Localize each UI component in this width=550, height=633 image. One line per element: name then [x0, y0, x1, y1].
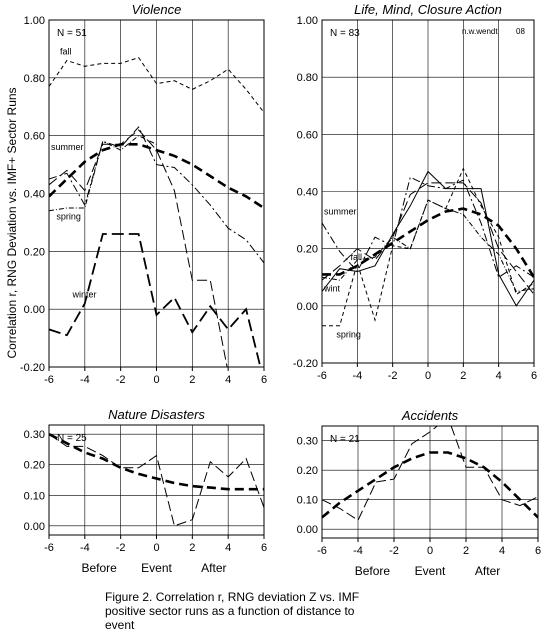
- y-tick-label: 0.80: [24, 73, 45, 85]
- series-line-0: [49, 433, 264, 527]
- x-tick-label: 0: [425, 370, 431, 382]
- sample-size-label: N = 51: [57, 28, 87, 39]
- series-annotation: wint: [323, 284, 341, 294]
- y-tick-label: 0.20: [297, 244, 318, 256]
- series-annotation: spring: [56, 212, 81, 222]
- y-tick-label: -0.20: [20, 362, 45, 374]
- x-tick-label: 4: [499, 545, 505, 557]
- x-tick-label: -4: [353, 545, 363, 557]
- x-tick-label: 2: [189, 374, 195, 386]
- x-axis-label-before: Before: [355, 564, 391, 578]
- sample-size-label: N = 83: [330, 28, 360, 39]
- x-tick-label: 6: [535, 545, 541, 557]
- y-tick-label: -0.20: [293, 358, 318, 370]
- x-tick-label: 4: [496, 370, 502, 382]
- x-tick-label: 4: [225, 374, 231, 386]
- chart-panel-accidents: -6 -4 -2 0 2 4 6 0.00 0.10 0.20 0.30 Accidents N = 2…: [297, 408, 541, 578]
- chart-title: Violence: [132, 2, 182, 17]
- x-tick-label: 6: [261, 542, 267, 554]
- x-tick-label: 2: [463, 545, 469, 557]
- x-axis-label-event: Event: [141, 561, 172, 575]
- x-tick-label: 6: [531, 370, 537, 382]
- y-tick-label: 0.20: [24, 246, 45, 258]
- chart-panel-life: -6 -4 -2 0 2 4 6 -0.20 0.00 0.20 0.40 0.60 0.80 1.00 L…: [293, 2, 537, 382]
- series-line-2: [49, 129, 228, 367]
- x-tick-label: -2: [116, 542, 126, 554]
- x-tick-label: 4: [225, 542, 231, 554]
- series-line-1: [49, 126, 264, 264]
- fit-curve-line: [49, 143, 264, 210]
- y-tick-label: 0.30: [24, 429, 45, 441]
- x-tick-label: -2: [116, 374, 126, 386]
- y-tick-label: 1.00: [297, 15, 318, 27]
- sample-size-label: N = 21: [330, 434, 360, 445]
- chart-panel-disasters: -6 -4 -2 0 2 4 6 0.00 0.10 0.20 0.30 Nature Disaste…: [24, 407, 267, 575]
- x-tick-label: 2: [460, 370, 466, 382]
- sample-size-label: N = 25: [57, 433, 87, 444]
- x-tick-label: -4: [80, 542, 90, 554]
- series-annotation: spring: [336, 329, 361, 339]
- x-tick-label: 0: [153, 374, 159, 386]
- figure-caption: Figure 2. Correlation r, RNG deviation Z…: [105, 590, 360, 632]
- series-annotation: summer: [51, 142, 84, 152]
- y-tick-label: 0.40: [297, 187, 318, 199]
- series-line-0: [49, 57, 264, 113]
- x-axis-label-after: After: [201, 561, 226, 575]
- series-annotation: fall: [60, 47, 72, 57]
- y-tick-label: 0.00: [24, 521, 45, 533]
- x-tick-label: -2: [389, 545, 399, 557]
- fit-curve-line: [322, 207, 534, 278]
- x-tick-label: -2: [388, 370, 398, 382]
- series-annotation: fall: [351, 252, 363, 262]
- x-axis-label-before: Before: [81, 561, 117, 575]
- series-line-2: [322, 170, 534, 307]
- x-tick-label: 0: [153, 542, 159, 554]
- series-annotation: summer: [324, 206, 357, 216]
- credit-label: n.w.wendt: [462, 27, 498, 36]
- y-tick-label: 0.80: [297, 72, 318, 84]
- x-tick-label: -6: [317, 370, 327, 382]
- x-axis-label-event: Event: [415, 564, 446, 578]
- y-tick-label: 0.00: [24, 304, 45, 316]
- series-line-3: [49, 135, 157, 212]
- y-tick-label: 0.60: [24, 131, 45, 143]
- y-tick-label: 0.60: [297, 129, 318, 141]
- x-tick-label: 2: [189, 542, 195, 554]
- y-tick-label: 0.40: [24, 189, 45, 201]
- series-line-4: [49, 233, 262, 367]
- chart-title: Nature Disasters: [108, 407, 205, 422]
- series-annotation: winter: [72, 290, 97, 300]
- chart-panel-violence: -6 -4 -2 0 2 4 6 -0.20 0.00 0.20 0.40 0.60 0.80 1.00 V…: [20, 2, 267, 386]
- x-axis-label-after: After: [475, 564, 500, 578]
- series-line-1: [322, 182, 534, 295]
- shared-y-axis-label: Correlation r, RNG Deviation vs. IMF+ Se…: [5, 87, 19, 359]
- x-tick-label: 6: [261, 374, 267, 386]
- y-tick-label: 0.20: [24, 460, 45, 472]
- fit-curve-line: [49, 433, 264, 491]
- x-tick-label: 0: [427, 545, 433, 557]
- fit-curve-line: [322, 451, 538, 519]
- y-tick-label: 0.10: [24, 490, 45, 502]
- y-tick-label: 0.00: [297, 524, 318, 536]
- x-tick-label: -4: [352, 370, 362, 382]
- chart-title: Accidents: [401, 408, 459, 423]
- y-tick-label: 0.10: [297, 495, 318, 507]
- y-tick-label: 0.20: [297, 465, 318, 477]
- y-tick-label: 0.30: [297, 436, 318, 448]
- credit-year-label: 08: [516, 27, 525, 36]
- series-line-0: [322, 426, 538, 522]
- series-line-4: [322, 199, 534, 293]
- y-tick-label: 1.00: [24, 15, 45, 27]
- y-tick-label: 0.00: [297, 301, 318, 313]
- chart-title: Life, Mind, Closure Action: [354, 2, 502, 17]
- x-tick-label: -6: [317, 545, 327, 557]
- x-tick-label: -6: [44, 542, 54, 554]
- x-tick-label: -6: [44, 374, 54, 386]
- x-tick-label: -4: [80, 374, 90, 386]
